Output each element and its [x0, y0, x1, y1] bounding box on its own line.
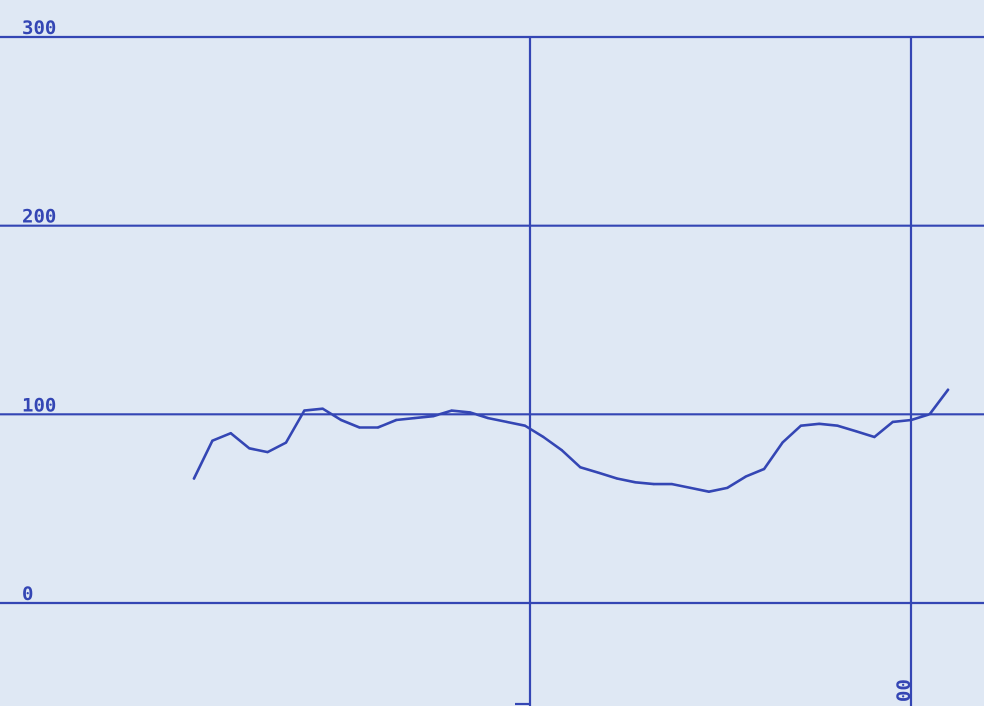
- data-point: [560, 449, 563, 452]
- data-point: [597, 471, 600, 474]
- data-point: [799, 424, 803, 427]
- data-point: [468, 411, 472, 414]
- data-point: [818, 422, 821, 425]
- data-point: [266, 450, 269, 454]
- data-point: [303, 409, 306, 412]
- series-line-1: [192, 388, 950, 494]
- data-point: [854, 430, 858, 433]
- y-tick-label: 200: [22, 206, 56, 228]
- data-point: [910, 418, 913, 422]
- data-point: [946, 388, 950, 391]
- data-point: [762, 467, 766, 471]
- data-point: [707, 490, 711, 493]
- data-point: [505, 420, 508, 424]
- data-point: [891, 420, 894, 424]
- data-point: [321, 407, 324, 410]
- data-point: [192, 477, 196, 480]
- data-point: [376, 426, 380, 429]
- data-point: [395, 418, 398, 422]
- data-point: [726, 486, 729, 490]
- data-point: [211, 439, 214, 442]
- data-point: [339, 418, 343, 422]
- data-point: [615, 477, 619, 480]
- x-tick-label: 00: [893, 679, 915, 702]
- data-point: [358, 426, 361, 429]
- data-point: [928, 413, 931, 416]
- data-point: [579, 466, 582, 469]
- y-tick-label: 300: [22, 17, 56, 39]
- series-layer: [192, 388, 950, 494]
- data-point: [229, 432, 232, 435]
- y-tick-label: 0: [22, 583, 33, 605]
- data-point: [413, 416, 416, 420]
- data-point: [670, 482, 674, 486]
- data-point: [248, 447, 251, 450]
- data-point: [542, 435, 545, 439]
- data-point: [744, 475, 747, 478]
- data-point: [652, 482, 655, 486]
- gridlines: [0, 35, 984, 706]
- data-point: [689, 486, 692, 490]
- data-point: [836, 424, 839, 427]
- y-tick-label: 100: [22, 394, 56, 416]
- data-point: [523, 424, 527, 427]
- data-point: [781, 441, 784, 444]
- data-point: [634, 481, 637, 484]
- data-point: [873, 435, 876, 439]
- tick-labels: 0 100 200 300 00: [22, 17, 915, 702]
- data-point: [431, 415, 435, 418]
- data-point: [487, 416, 490, 420]
- data-point: [284, 441, 288, 444]
- data-point: [450, 409, 453, 412]
